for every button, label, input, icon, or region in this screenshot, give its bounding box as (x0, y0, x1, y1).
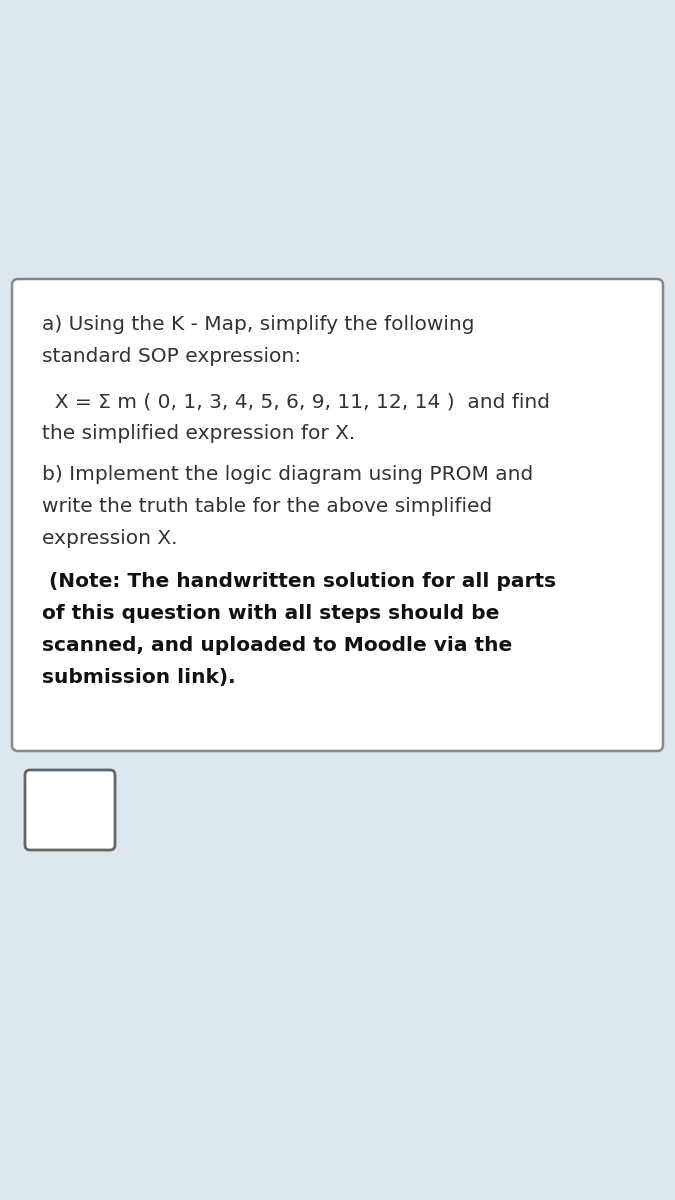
Text: scanned, and uploaded to Moodle via the: scanned, and uploaded to Moodle via the (42, 636, 512, 655)
Text: X = Σ m ( 0, 1, 3, 4, 5, 6, 9, 11, 12, 14 )  and find: X = Σ m ( 0, 1, 3, 4, 5, 6, 9, 11, 12, 1… (42, 392, 550, 410)
FancyBboxPatch shape (25, 770, 115, 850)
Text: a) Using the K - Map, simplify the following: a) Using the K - Map, simplify the follo… (42, 314, 475, 334)
Text: expression X.: expression X. (42, 529, 178, 548)
Text: (Note: The handwritten solution for all parts: (Note: The handwritten solution for all … (42, 572, 556, 590)
Text: the simplified expression for X.: the simplified expression for X. (42, 424, 355, 443)
Text: b) Implement the logic diagram using PROM and: b) Implement the logic diagram using PRO… (42, 464, 533, 484)
Text: of this question with all steps should be: of this question with all steps should b… (42, 604, 500, 623)
FancyBboxPatch shape (12, 278, 663, 751)
Text: submission link).: submission link). (42, 668, 236, 686)
Text: standard SOP expression:: standard SOP expression: (42, 347, 301, 366)
Text: write the truth table for the above simplified: write the truth table for the above simp… (42, 497, 492, 516)
